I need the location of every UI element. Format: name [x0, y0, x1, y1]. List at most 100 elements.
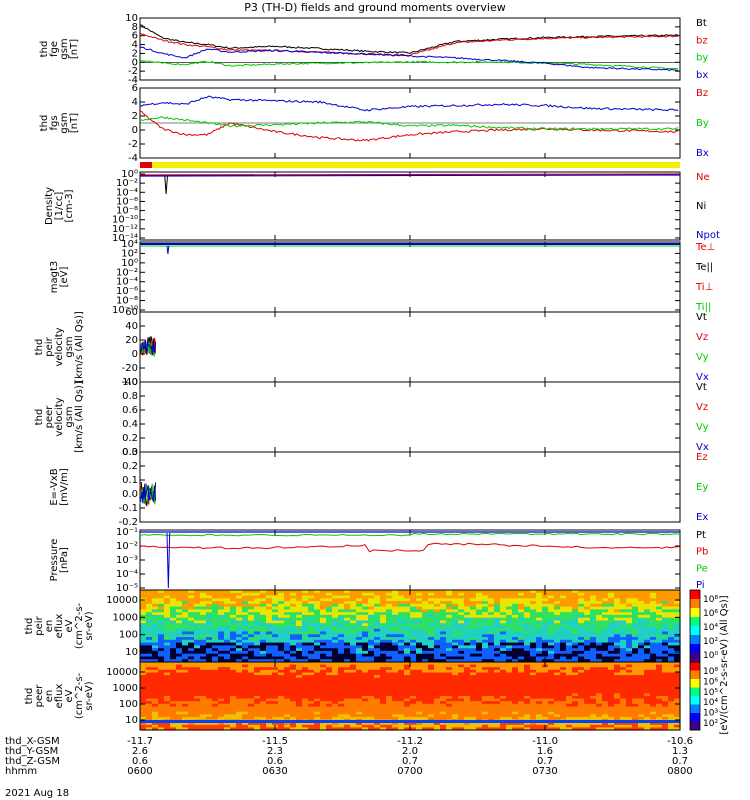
spectrogram-cell	[470, 590, 477, 594]
spectrogram-cell	[596, 698, 603, 702]
spectrogram-cell	[476, 639, 483, 644]
spectrogram-cell	[338, 634, 345, 638]
spectrogram-cell	[140, 603, 147, 608]
spectrogram-cell	[332, 688, 339, 692]
spectrogram-cell	[470, 598, 477, 602]
spectrogram-cell	[260, 648, 267, 652]
spectrogram-cell	[392, 727, 399, 731]
spectrogram-cell	[368, 637, 375, 641]
spectrogram-cell	[194, 601, 201, 605]
spectrogram-cell	[476, 669, 483, 673]
spectrogram-cell	[476, 696, 483, 700]
spectrogram-cell	[506, 711, 513, 715]
spectrogram-cell	[560, 637, 567, 641]
spectrogram-cell	[326, 609, 333, 613]
spectrogram-cell	[290, 716, 297, 721]
spectrogram-cell	[152, 653, 159, 658]
spectrogram-cell	[458, 682, 465, 687]
spectrogram-cell	[590, 682, 597, 687]
spectrogram-cell	[584, 714, 591, 718]
spectrogram-cell	[302, 716, 309, 721]
spectrogram-cell	[440, 682, 447, 687]
spectrogram-cell	[338, 626, 345, 630]
spectrogram-cell	[428, 714, 435, 718]
spectrogram-cell	[638, 662, 645, 666]
spectrogram-cell	[422, 682, 429, 687]
spectrogram-cell	[170, 612, 177, 616]
spectrogram-cell	[332, 614, 339, 619]
spectrogram-cell	[230, 698, 237, 702]
y-tick-label: 0.6	[122, 405, 138, 416]
spectrogram-cell	[410, 659, 417, 663]
spectrogram-cell	[290, 609, 297, 613]
spectrogram-cell	[470, 623, 477, 627]
spectrogram-cell	[446, 677, 453, 681]
spectrogram-cell	[374, 672, 381, 676]
spectrogram-cell	[176, 672, 183, 676]
spectrogram-cell	[524, 724, 531, 728]
spectrogram-cell	[488, 667, 495, 671]
spectrogram-cell	[590, 637, 597, 641]
spectrogram-cell	[482, 722, 489, 726]
spectrogram-cell	[302, 698, 309, 702]
spectrogram-cell	[398, 698, 405, 702]
spectrogram-cell	[614, 626, 621, 630]
spectrogram-cell	[662, 685, 669, 689]
spectrogram-cell	[266, 672, 273, 676]
spectrogram-cell	[164, 724, 171, 728]
spectrogram-cell	[602, 656, 609, 660]
spectrogram-cell	[674, 617, 681, 622]
spectrogram-cell	[146, 620, 153, 624]
spectrogram-cell	[566, 677, 573, 681]
spectrogram-cell	[248, 592, 255, 597]
spectrogram-cell	[428, 706, 435, 710]
spectrogram-cell	[236, 696, 243, 700]
spectrogram-cell	[662, 612, 669, 616]
spectrogram-cell	[458, 706, 465, 710]
spectrogram-cell	[206, 711, 213, 715]
spectrogram-cell	[242, 626, 249, 630]
spectrogram-cell	[284, 590, 291, 594]
spectrogram-cell	[554, 667, 561, 671]
spectrogram-cell	[236, 645, 243, 649]
spectrogram-cell	[524, 650, 531, 655]
spectrogram-cell	[236, 590, 243, 594]
spectrogram-cell	[446, 631, 453, 635]
spectrogram-cell	[146, 716, 153, 721]
spectrogram-cell	[164, 634, 171, 638]
spectrogram-cell	[656, 669, 663, 673]
panel-fge-ylabel: [nT]	[69, 39, 80, 59]
spectrogram-cell	[146, 639, 153, 644]
spectrogram-cell	[494, 603, 501, 608]
spectrogram-cell	[422, 664, 429, 668]
spectrogram-cell	[614, 698, 621, 702]
y-tick-label: -4	[128, 153, 138, 164]
spectrogram-cell	[488, 669, 495, 673]
spectrogram-cell	[146, 626, 153, 630]
spectrogram-cell	[218, 612, 225, 616]
spectrogram-cell	[590, 656, 597, 660]
spectrogram-cell	[296, 703, 303, 707]
spectrogram-cell	[530, 623, 537, 627]
spectrogram-cell	[164, 703, 171, 707]
spectrogram-cell	[362, 701, 369, 705]
spectrogram-cell	[164, 609, 171, 613]
spectrogram-cell	[338, 669, 345, 673]
spectrogram-cell	[512, 690, 519, 694]
spectrogram-cell	[638, 623, 645, 627]
spectrogram-cell	[212, 698, 219, 702]
spectrogram-cell	[434, 598, 441, 602]
spectrogram-cell	[386, 650, 393, 655]
spectrogram-cell	[326, 727, 333, 731]
spectrogram-cell	[188, 701, 195, 705]
spectrogram-cell	[530, 620, 537, 624]
spectrogram-cell	[470, 612, 477, 616]
spectrogram-cell	[344, 685, 351, 689]
spectrogram-cell	[404, 667, 411, 671]
spectrogram-cell	[194, 706, 201, 710]
spectrogram-cell	[212, 675, 219, 679]
spectrogram-cell	[356, 703, 363, 707]
spectrogram-cell	[446, 648, 453, 652]
spectrogram-cell	[632, 631, 639, 635]
spectrogram-cell	[278, 675, 285, 679]
